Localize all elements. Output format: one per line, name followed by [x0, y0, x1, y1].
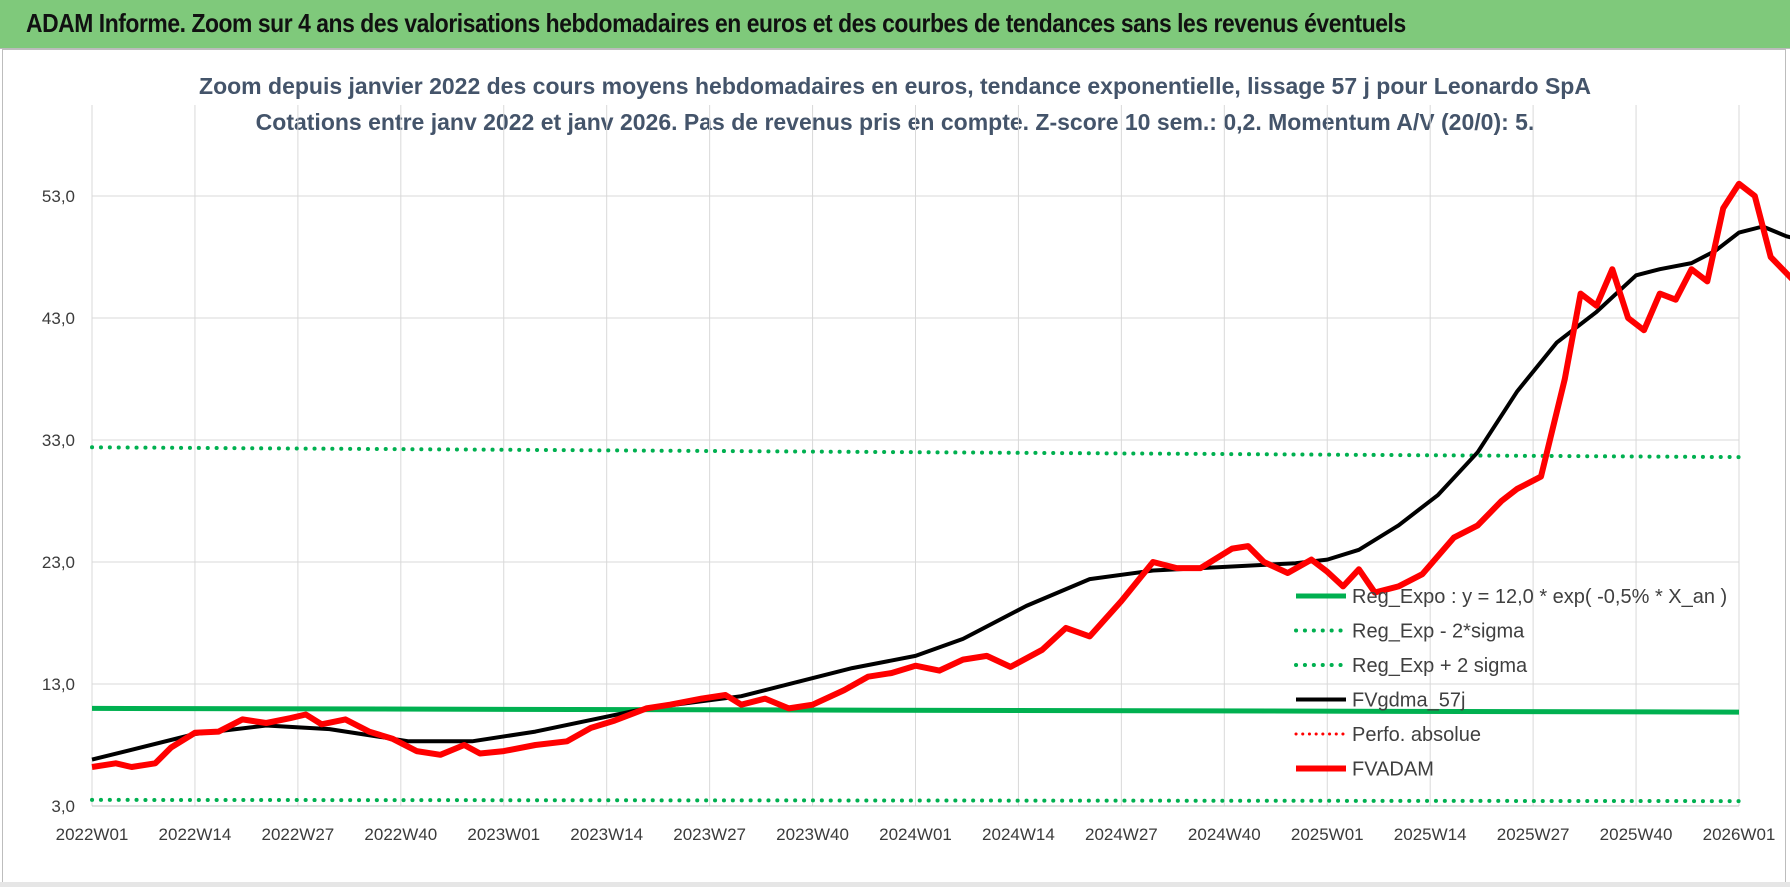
y-tick-label: 53,0: [42, 187, 75, 206]
x-tick-label: 2023W14: [570, 825, 643, 844]
chart-subtitle: Cotations entre janv 2022 et janv 2026. …: [256, 109, 1535, 135]
legend-label: FVgdma_57j: [1352, 690, 1465, 712]
x-tick-label: 2025W40: [1600, 825, 1673, 844]
y-tick-label: 33,0: [42, 431, 75, 450]
y-tick-label: 13,0: [42, 675, 75, 694]
x-tick-label: 2026W01: [1703, 825, 1776, 844]
y-tick-label: 23,0: [42, 553, 75, 572]
series-line-5: [91, 180, 1790, 770]
x-tick-label: 2024W40: [1188, 825, 1261, 844]
series-line-3: [91, 224, 1790, 762]
series-line-2: [90, 445, 1741, 460]
x-tick-label: 2025W01: [1291, 825, 1364, 844]
series-group: [90, 180, 1790, 804]
x-tick-label: 2024W14: [982, 825, 1055, 844]
page-title: ADAM Informe. Zoom sur 4 ans des valoris…: [26, 8, 1406, 38]
x-tick-label: 2023W27: [673, 825, 746, 844]
chart-title: Zoom depuis janvier 2022 des cours moyen…: [199, 73, 1591, 99]
x-tick-label: 2022W14: [159, 825, 232, 844]
bottom-divider: [0, 882, 1790, 887]
legend-label: Reg_Expo : y = 12,0 * exp( -0,5% * X_an …: [1352, 586, 1727, 608]
x-tick-label: 2024W01: [879, 825, 952, 844]
y-tick-label: 43,0: [42, 309, 75, 328]
legend-label: Reg_Exp - 2*sigma: [1352, 621, 1525, 643]
legend: Reg_Expo : y = 12,0 * exp( -0,5% * X_an …: [1294, 586, 1727, 781]
x-tick-label: 2023W01: [467, 825, 540, 844]
series-line-0: [91, 705, 1740, 715]
legend-label: Reg_Exp + 2 sigma: [1352, 655, 1528, 677]
x-tick-label: 2024W27: [1085, 825, 1158, 844]
x-tick-label: 2022W27: [261, 825, 334, 844]
x-tick-label: 2023W40: [776, 825, 849, 844]
y-axis: 3,0 13,0 23,0 33,0 43,0 53,0: [42, 187, 75, 816]
grid: [91, 105, 1740, 807]
legend-label: FVADAM: [1352, 759, 1434, 781]
y-tick-label: 3,0: [51, 797, 75, 816]
x-tick-label: 2022W01: [56, 825, 129, 844]
x-tick-label: 2025W27: [1497, 825, 1570, 844]
header-banner: ADAM Informe. Zoom sur 4 ans des valoris…: [0, 0, 1790, 49]
x-tick-label: 2025W14: [1394, 825, 1467, 844]
x-tick-label: 2022W40: [364, 825, 437, 844]
series-line-1: [90, 797, 1741, 804]
x-axis: 2022W01 2022W14 2022W27 2022W40 2023W01 2023W…: [56, 825, 1776, 844]
legend-label: Perfo. absolue: [1352, 724, 1481, 746]
